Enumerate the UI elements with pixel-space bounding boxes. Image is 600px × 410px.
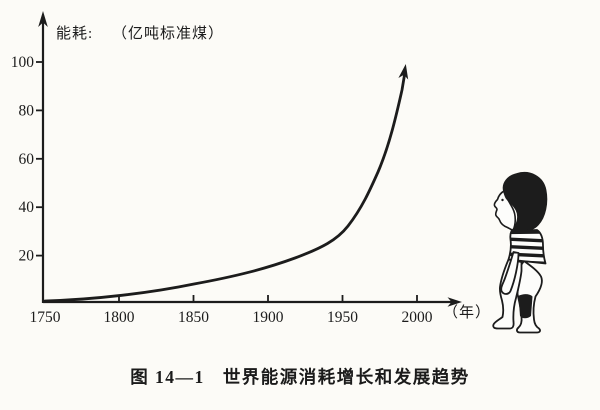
energy-consumption-chart: 100 80 60 40 20 1750 1800 1850 1900 1950… — [11, 11, 548, 334]
y-axis-title: 能耗: — [56, 25, 93, 42]
y-tick-labels: 100 80 60 40 20 — [11, 54, 35, 265]
x-tick-marks — [118, 295, 418, 302]
x-tick-labels: 1750 1800 1850 1900 1950 2000 — [30, 309, 433, 326]
y-tick-label: 40 — [19, 199, 35, 216]
child-hair — [502, 172, 548, 233]
y-tick-label: 80 — [19, 102, 35, 119]
child-arm — [500, 251, 520, 295]
y-tick-marks — [36, 61, 43, 257]
x-axis-arrow-icon — [447, 297, 462, 307]
y-tick-label: 60 — [19, 151, 35, 168]
x-axis-unit: （年） — [443, 304, 491, 321]
y-tick-label: 100 — [11, 54, 35, 71]
child-eye — [501, 198, 504, 202]
x-tick-label: 1750 — [30, 309, 61, 326]
figure-title: 世界能源消耗增长和发展趋势 — [222, 367, 470, 387]
child-face — [493, 190, 517, 232]
energy-growth-curve — [43, 70, 407, 303]
x-tick-label: 1850 — [178, 309, 209, 326]
child-looking-up-illustration — [492, 172, 548, 334]
x-tick-label: 2000 — [402, 309, 433, 326]
y-axis-unit: （亿吨标准煤） — [112, 25, 224, 42]
x-tick-label: 1900 — [253, 309, 284, 326]
x-tick-label: 1800 — [104, 309, 135, 326]
y-tick-label: 20 — [19, 248, 35, 265]
child-dark-boot — [518, 294, 533, 319]
figure-caption: 图 14—1 世界能源消耗增长和发展趋势 — [0, 364, 600, 389]
y-axis-arrow-icon — [38, 11, 48, 27]
figure-number: 图 14—1 — [130, 367, 205, 387]
x-tick-label: 1950 — [327, 309, 358, 326]
curve-arrow-icon — [398, 64, 409, 80]
